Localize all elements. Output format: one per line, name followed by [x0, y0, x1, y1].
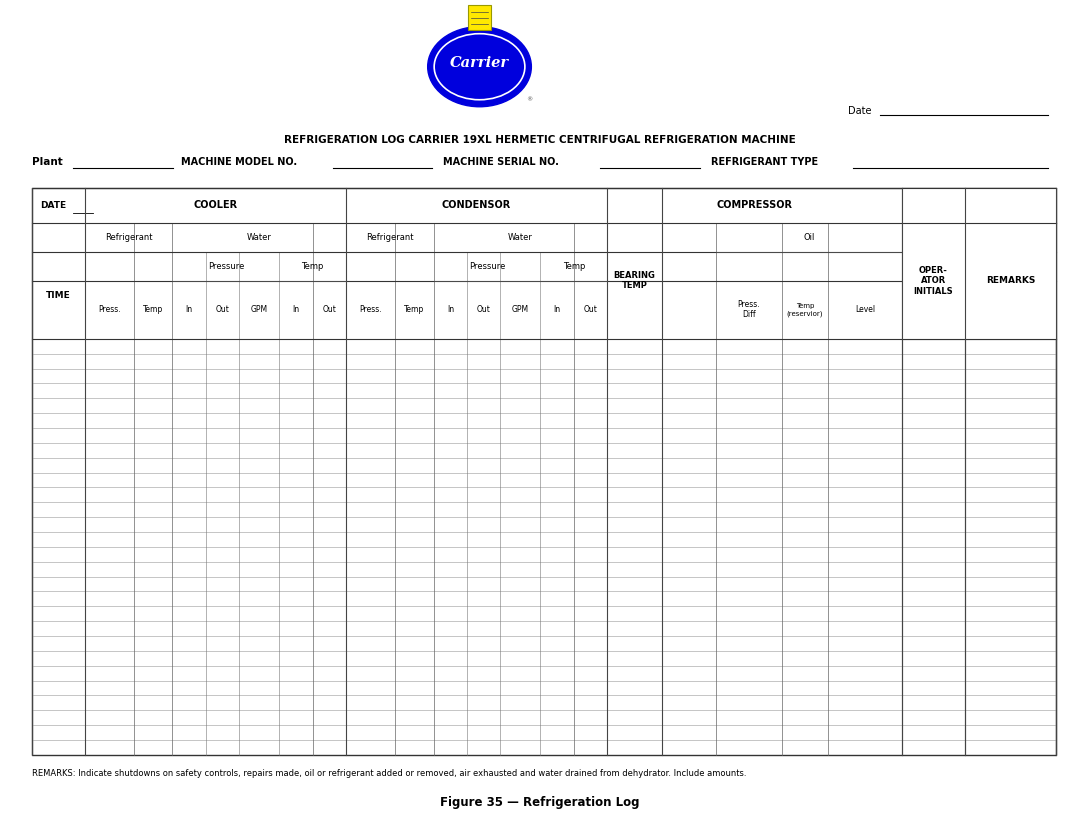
Text: COOLER: COOLER: [193, 200, 238, 210]
Text: Date: Date: [848, 106, 872, 116]
Text: REMARKS: REMARKS: [986, 201, 1036, 209]
Text: Refrigerant: Refrigerant: [366, 233, 414, 242]
Text: ®: ®: [526, 98, 532, 103]
Text: Temp: Temp: [404, 305, 424, 314]
Text: FLA: FLA: [917, 262, 932, 271]
Text: Temp: Temp: [301, 262, 324, 271]
Text: Pressure: Pressure: [207, 262, 244, 271]
Text: TIME: TIME: [46, 291, 71, 299]
Text: CONDENSOR: CONDENSOR: [442, 200, 511, 210]
Text: GPM: GPM: [512, 305, 529, 314]
Text: Temp: Temp: [563, 262, 585, 271]
Text: Temp
(reservior): Temp (reservior): [786, 303, 823, 317]
Text: In: In: [186, 305, 192, 314]
Text: Figure 35 — Refrigeration Log: Figure 35 — Refrigeration Log: [441, 796, 639, 809]
Text: Pressure: Pressure: [469, 262, 505, 271]
Text: Out: Out: [476, 305, 490, 314]
Text: In: In: [554, 305, 561, 314]
Text: REMARKS: Indicate shutdowns on safety controls, repairs made, oil or refrigerant: REMARKS: Indicate shutdowns on safety co…: [32, 770, 747, 778]
Text: Out: Out: [583, 305, 597, 314]
Text: MACHINE MODEL NO.: MACHINE MODEL NO.: [181, 157, 298, 167]
Text: Plant: Plant: [32, 157, 63, 167]
Bar: [32, 188, 1056, 755]
Text: Water: Water: [246, 233, 271, 242]
Text: Level: Level: [855, 305, 875, 314]
Text: GPM: GPM: [251, 305, 268, 314]
Bar: [468, 5, 491, 30]
Text: COMPRESSOR: COMPRESSOR: [716, 200, 793, 210]
Text: Oil: Oil: [804, 233, 814, 242]
Text: REFRIGERATION LOG CARRIER 19XL HERMETIC CENTRIFUGAL REFRIGERATION MACHINE: REFRIGERATION LOG CARRIER 19XL HERMETIC …: [284, 135, 796, 145]
Text: Out: Out: [322, 305, 336, 314]
Text: OPER-
ATOR
INITIALS: OPER- ATOR INITIALS: [914, 266, 954, 295]
Text: Refrigerant: Refrigerant: [105, 233, 152, 242]
Text: In: In: [447, 305, 454, 314]
Text: Press.: Press.: [359, 305, 381, 314]
Text: In: In: [293, 305, 299, 314]
Text: Carrier: Carrier: [450, 56, 509, 69]
Text: REMARKS: REMARKS: [986, 276, 1036, 285]
Text: DATE: DATE: [40, 201, 66, 209]
Text: Press.: Press.: [98, 305, 120, 314]
Text: Motor: Motor: [921, 233, 945, 242]
Text: Press.
Diff: Press. Diff: [738, 300, 760, 319]
Text: Amperage
(or vane
position): Amperage (or vane position): [916, 299, 951, 320]
Text: BEARING
TEMP: BEARING TEMP: [613, 271, 656, 290]
Text: MACHINE SERIAL NO.: MACHINE SERIAL NO.: [443, 157, 558, 167]
Text: Out: Out: [216, 305, 229, 314]
Text: REFRIGERANT TYPE: REFRIGERANT TYPE: [711, 157, 818, 167]
Text: OPER-
ATOR
INITIALS: OPER- ATOR INITIALS: [990, 266, 1030, 295]
Text: Temp: Temp: [143, 305, 163, 314]
Bar: [902, 188, 1056, 339]
Text: Water: Water: [508, 233, 532, 242]
Circle shape: [428, 27, 531, 107]
